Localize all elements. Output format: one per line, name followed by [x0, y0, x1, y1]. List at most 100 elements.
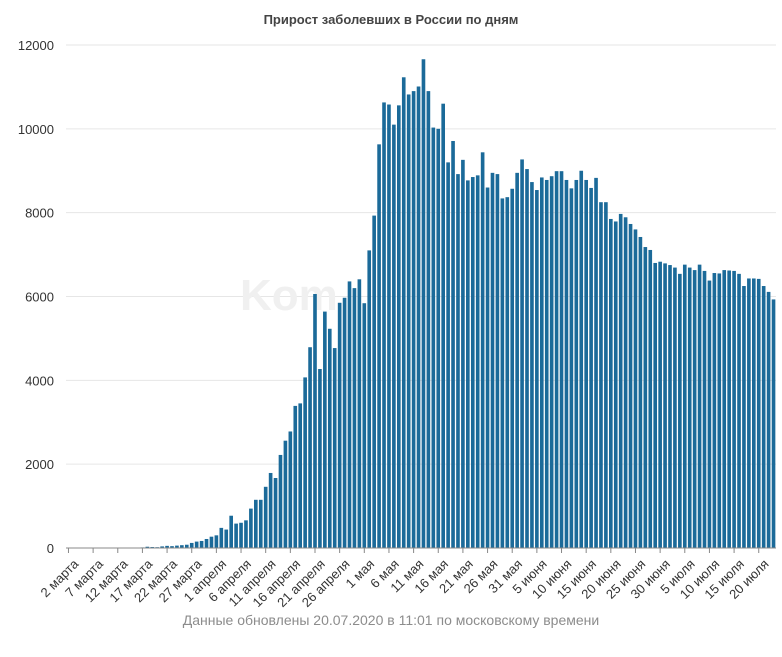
bar: [678, 273, 682, 548]
bar: [249, 508, 253, 548]
bar: [771, 299, 776, 548]
bar: [288, 431, 293, 548]
bar: [278, 454, 283, 548]
bar: [579, 170, 584, 548]
bar: [426, 91, 431, 549]
y-tick-label: 10000: [18, 122, 54, 137]
bar: [367, 250, 372, 548]
bar: [303, 377, 307, 548]
y-tick-label: 4000: [25, 373, 54, 388]
y-tick-label: 6000: [25, 290, 54, 305]
bar: [613, 221, 618, 548]
bar: [564, 179, 569, 548]
y-tick-label: 12000: [18, 38, 54, 53]
bar: [244, 520, 248, 548]
bar: [175, 545, 179, 548]
bar: [362, 303, 367, 548]
bar: [490, 172, 495, 548]
bar: [752, 278, 756, 548]
axes: [66, 547, 776, 553]
bar: [766, 291, 771, 548]
bar: [406, 94, 411, 549]
bar: [323, 311, 327, 548]
bar: [505, 197, 510, 548]
y-tick-label: 2000: [25, 457, 54, 472]
bar: [234, 523, 238, 548]
bar: [224, 529, 229, 548]
bar: [184, 544, 189, 548]
bar: [387, 104, 391, 549]
bar: [308, 347, 312, 548]
bar: [554, 171, 559, 549]
bar: [702, 270, 707, 548]
bar: [549, 176, 554, 548]
bar: [604, 202, 608, 548]
bar: [510, 188, 515, 548]
bar: [229, 515, 233, 548]
bar: [401, 77, 406, 548]
bar: [697, 264, 702, 548]
bar: [436, 128, 441, 548]
bar: [219, 527, 224, 548]
bar: [648, 249, 653, 548]
bar: [638, 236, 643, 549]
bar: [416, 86, 421, 548]
bar: [431, 127, 436, 548]
bar: [663, 263, 667, 548]
bar: [377, 144, 381, 548]
bar: [470, 177, 475, 549]
bar: [742, 286, 746, 548]
bar: [623, 217, 628, 548]
bar: [712, 273, 717, 548]
bar: [461, 159, 465, 548]
bar: [254, 499, 258, 548]
bar: [747, 278, 751, 548]
bar: [722, 270, 727, 548]
bar: [727, 270, 731, 548]
bar: [397, 105, 401, 549]
bar: [258, 499, 263, 548]
bar: [732, 270, 736, 548]
bar: [692, 270, 697, 548]
bar: [318, 369, 322, 548]
bar: [584, 179, 588, 548]
bar: [160, 546, 164, 548]
bar: [633, 229, 638, 548]
chart-title: Прирост заболевших в России по дням: [263, 12, 519, 27]
bar: [180, 545, 184, 548]
bar: [643, 247, 648, 549]
bar: [451, 140, 455, 549]
bar: [199, 540, 204, 548]
bar: [707, 280, 712, 548]
bar: [194, 541, 199, 548]
bar: [618, 213, 623, 549]
bar: [574, 179, 579, 548]
bar: [293, 405, 298, 548]
bar: [466, 180, 470, 548]
bar: [717, 273, 722, 548]
bar: [382, 102, 386, 549]
bar: [530, 182, 534, 548]
bar: [421, 59, 426, 548]
update-footnote: Данные обновлены 20.07.2020 в 11:01 по м…: [182, 612, 600, 628]
bar: [495, 174, 500, 548]
bar: [673, 267, 677, 548]
y-axis-tick-labels: 0 2000 4000 6000 8000 10000 12000: [18, 38, 54, 556]
bar: [687, 267, 692, 548]
bar: [204, 538, 209, 548]
bar: [263, 486, 268, 548]
y-tick-label: 8000: [25, 206, 54, 221]
bar: [337, 302, 342, 548]
bar: [653, 262, 658, 548]
bar: [313, 293, 317, 548]
bar: [239, 522, 243, 548]
bar: [525, 169, 529, 548]
bar: [170, 546, 174, 548]
bar: [357, 279, 362, 548]
bar: [347, 281, 352, 548]
bar: [761, 286, 766, 548]
bar: [628, 223, 633, 549]
bars: [71, 59, 776, 549]
bar: [682, 264, 687, 548]
bar: [352, 288, 357, 548]
